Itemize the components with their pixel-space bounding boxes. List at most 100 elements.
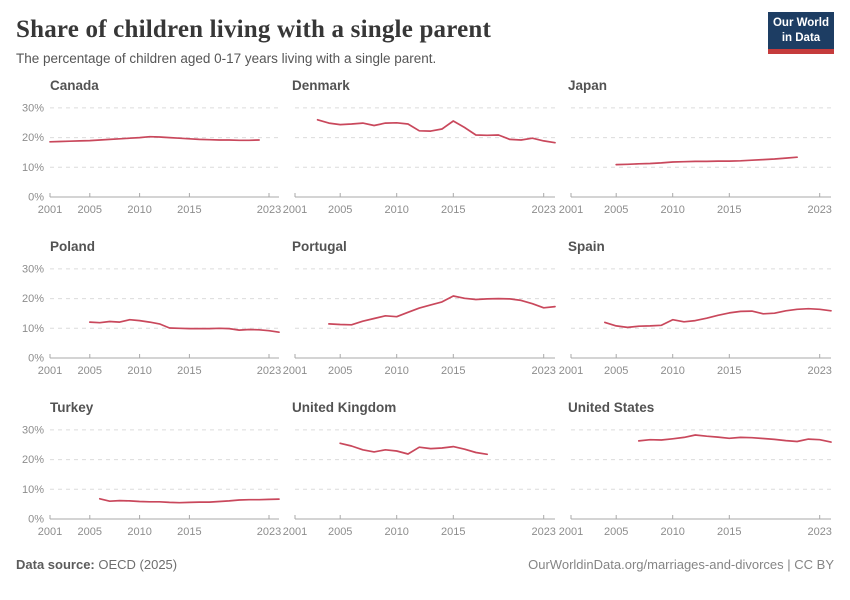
- chart-svg: 2001 2005 2010 2015 2023: [559, 107, 832, 216]
- x-tick-label: 2010: [384, 204, 408, 216]
- x-tick-label: 2001: [283, 365, 307, 377]
- x-tick-label: 2005: [328, 204, 352, 216]
- x-tick-label: 2023: [807, 526, 831, 538]
- page-subtitle: The percentage of children aged 0-17 yea…: [16, 51, 437, 66]
- x-tick-label: 2010: [660, 204, 684, 216]
- series-line: [88, 318, 280, 334]
- y-tick-label: 20%: [22, 454, 44, 466]
- x-tick-label: 2005: [604, 365, 628, 377]
- y-tick-label: 0%: [28, 192, 44, 204]
- panel-spain: Spain 2001 2005 2010 2015 2023: [559, 239, 834, 386]
- x-tick-label: 2001: [559, 365, 583, 377]
- y-tick-label: 30%: [22, 263, 44, 275]
- panel-title: Canada: [50, 78, 99, 93]
- panel-title: Poland: [50, 239, 96, 254]
- x-tick-label: 2023: [257, 526, 281, 538]
- y-tick-label: 0%: [28, 353, 44, 365]
- series-line: [339, 442, 489, 456]
- panel-title: United Kingdom: [292, 400, 397, 415]
- y-tick-label: 10%: [22, 484, 44, 496]
- chart-svg: 2001 2005 2010 2015 2023: [559, 268, 832, 377]
- x-tick-label: 2005: [604, 204, 628, 216]
- x-tick-label: 2005: [328, 526, 352, 538]
- footer: Data source: OECD (2025) OurWorldinData.…: [16, 557, 834, 572]
- chart-svg: 2001 2005 2010 2015 2023: [283, 268, 556, 377]
- owid-url-link[interactable]: OurWorldinData.org/marriages-and-divorce…: [528, 557, 834, 572]
- x-tick-label: 2010: [127, 526, 151, 538]
- panel-title: Spain: [568, 239, 605, 254]
- page-title: Share of children living with a single p…: [16, 16, 492, 43]
- x-tick-label: 2001: [38, 526, 62, 538]
- x-tick-label: 2015: [441, 204, 465, 216]
- x-tick-label: 2023: [807, 365, 831, 377]
- x-tick-label: 2005: [78, 365, 102, 377]
- panel-title: Denmark: [292, 78, 350, 93]
- data-source: Data source: OECD (2025): [16, 557, 177, 572]
- y-tick-label: 30%: [22, 424, 44, 436]
- x-tick-label: 2001: [38, 365, 62, 377]
- x-tick-label: 2005: [78, 204, 102, 216]
- series-line: [637, 434, 832, 443]
- x-tick-label: 2001: [283, 204, 307, 216]
- series-line: [328, 295, 556, 326]
- x-tick-label: 2001: [38, 204, 62, 216]
- panel-denmark: Denmark 2001 2005 2010 2015 2023: [283, 78, 558, 225]
- panel-title: Japan: [568, 78, 608, 93]
- x-tick-label: 2001: [283, 526, 307, 538]
- chart-svg: 2001 2005 2010 2015 2023: [283, 107, 556, 216]
- panel-title: Turkey: [50, 400, 94, 415]
- owid-logo-line2: in Data: [781, 31, 821, 44]
- panel-title: Portugal: [292, 239, 347, 254]
- x-tick-label: 2015: [717, 204, 741, 216]
- x-tick-label: 2015: [177, 204, 201, 216]
- series-line: [604, 307, 832, 329]
- x-tick-label: 2015: [441, 365, 465, 377]
- x-tick-label: 2005: [78, 526, 102, 538]
- y-tick-label: 10%: [22, 162, 44, 174]
- x-tick-label: 2005: [328, 365, 352, 377]
- x-tick-label: 2015: [717, 526, 741, 538]
- panel-poland: Poland 0% 10% 20% 30% 2001 2005 2010 2015 2023: [16, 239, 282, 386]
- panel-japan: Japan 2001 2005 2010 2015 2023: [559, 78, 834, 225]
- x-tick-label: 2023: [531, 204, 555, 216]
- x-tick-label: 2010: [660, 526, 684, 538]
- chart-svg: 2001 2005 2010 2015 2023: [283, 429, 556, 538]
- data-source-value: OECD (2025): [94, 557, 178, 572]
- x-tick-label: 2010: [127, 365, 151, 377]
- panel-portugal: Portugal 2001 2005 2010 2015 2023: [283, 239, 558, 386]
- y-tick-label: 10%: [22, 323, 44, 335]
- x-tick-label: 2023: [531, 365, 555, 377]
- y-tick-label: 0%: [28, 514, 44, 526]
- x-tick-label: 2023: [257, 365, 281, 377]
- panel-turkey: Turkey 0% 10% 20% 30% 2001 2005 2010 2015 2023: [16, 400, 282, 547]
- owid-logo-line1: Our World: [772, 17, 829, 30]
- panel-united-states: United States 2001 2005 2010 2015 2023: [559, 400, 834, 547]
- x-tick-label: 2023: [807, 204, 831, 216]
- x-tick-label: 2015: [717, 365, 741, 377]
- x-tick-label: 2015: [177, 365, 201, 377]
- owid-logo[interactable]: Our World in Data: [768, 12, 834, 54]
- x-tick-label: 2015: [441, 526, 465, 538]
- x-tick-label: 2001: [559, 204, 583, 216]
- series-line: [98, 497, 280, 504]
- panel-title: United States: [568, 400, 655, 415]
- x-tick-label: 2015: [177, 526, 201, 538]
- y-tick-label: 20%: [22, 293, 44, 305]
- series-line: [615, 156, 798, 166]
- chart-svg: 0% 10% 20% 30% 2001 2005 2010 2015 2023: [22, 424, 281, 538]
- panel-united-kingdom: United Kingdom 2001 2005 2010 2015 2023: [283, 400, 558, 547]
- x-tick-label: 2010: [660, 365, 684, 377]
- header: Share of children living with a single p…: [16, 12, 834, 66]
- data-source-label: Data source:: [16, 557, 95, 572]
- chart-svg: 2001 2005 2010 2015 2023: [559, 429, 832, 538]
- series-line: [316, 118, 556, 144]
- x-tick-label: 2023: [531, 526, 555, 538]
- x-tick-label: 2005: [604, 526, 628, 538]
- chart-svg: 0% 10% 20% 30% 2001 2005 2010 2015 2023: [22, 263, 281, 377]
- chart-svg: 0% 10% 20% 30% 2001 2005 2010 2015 2023: [22, 102, 281, 216]
- x-tick-label: 2010: [127, 204, 151, 216]
- panel-canada: Canada 0% 10% 20% 30% 2001 2005 2010 2015 2023: [16, 78, 282, 225]
- x-tick-label: 2001: [559, 526, 583, 538]
- y-tick-label: 30%: [22, 102, 44, 114]
- series-line: [49, 135, 260, 143]
